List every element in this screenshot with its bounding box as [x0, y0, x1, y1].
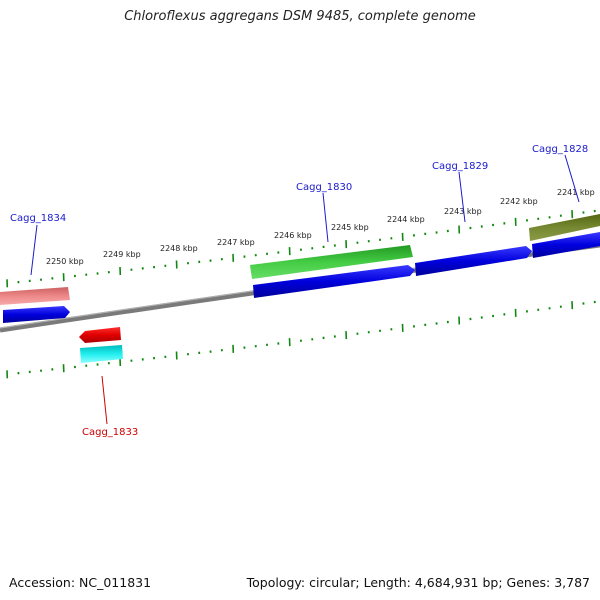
map-title: Chloroflexus aggregans DSM 9485, complet… — [124, 9, 476, 24]
accession-label: Accession: NC_011831 — [9, 575, 152, 590]
cds-reverse-track — [79, 327, 123, 363]
kbp-label: 2245 kbp — [331, 223, 369, 232]
feature-track-upper — [0, 214, 600, 305]
cds-forward-arrow — [415, 246, 532, 276]
feature-olive — [529, 214, 600, 241]
leader-cagg-1828 — [564, 154, 580, 203]
kbp-label: 2248 kbp — [160, 244, 198, 253]
kbp-label: 2250 kbp — [46, 257, 84, 266]
gene-label-cagg-1829: Cagg_1829 — [432, 161, 488, 172]
gene-labels: Cagg_1834 Cagg_1830 Cagg_1829 Cagg_1828 … — [10, 144, 588, 438]
genome-info-label: Topology: circular; Length: 4,684,931 bp… — [246, 575, 590, 590]
feature-green — [250, 245, 413, 279]
gene-label-cagg-1833: Cagg_1833 — [82, 427, 138, 438]
gene-label-cagg-1830: Cagg_1830 — [296, 182, 352, 193]
gene-label-cagg-1828: Cagg_1828 — [532, 144, 588, 155]
cds-forward-arrow — [3, 306, 70, 323]
kbp-label: 2246 kbp — [274, 231, 312, 240]
leader-cagg-1833 — [101, 375, 108, 425]
gene-leader-lines — [30, 154, 580, 425]
kbp-label: 2243 kbp — [444, 207, 482, 216]
leader-cagg-1830 — [322, 192, 329, 243]
cds-forward-arrow — [532, 232, 600, 258]
cds-forward-track — [3, 232, 600, 323]
kbp-label: 2244 kbp — [387, 215, 425, 224]
kbp-label: 2249 kbp — [103, 250, 141, 259]
gene-label-cagg-1834: Cagg_1834 — [10, 213, 66, 224]
leader-cagg-1829 — [458, 171, 466, 223]
inner-tick-ring — [6, 300, 596, 379]
outer-tick-ring — [6, 209, 596, 288]
leader-cagg-1834 — [30, 224, 38, 276]
kbp-label: 2247 kbp — [217, 238, 255, 247]
feature-pink — [0, 287, 70, 305]
cds-reverse-arrow — [79, 327, 121, 343]
cds-forward-arrow — [253, 265, 415, 298]
kbp-label: 2242 kbp — [500, 197, 538, 206]
feature-cyan — [80, 345, 123, 363]
